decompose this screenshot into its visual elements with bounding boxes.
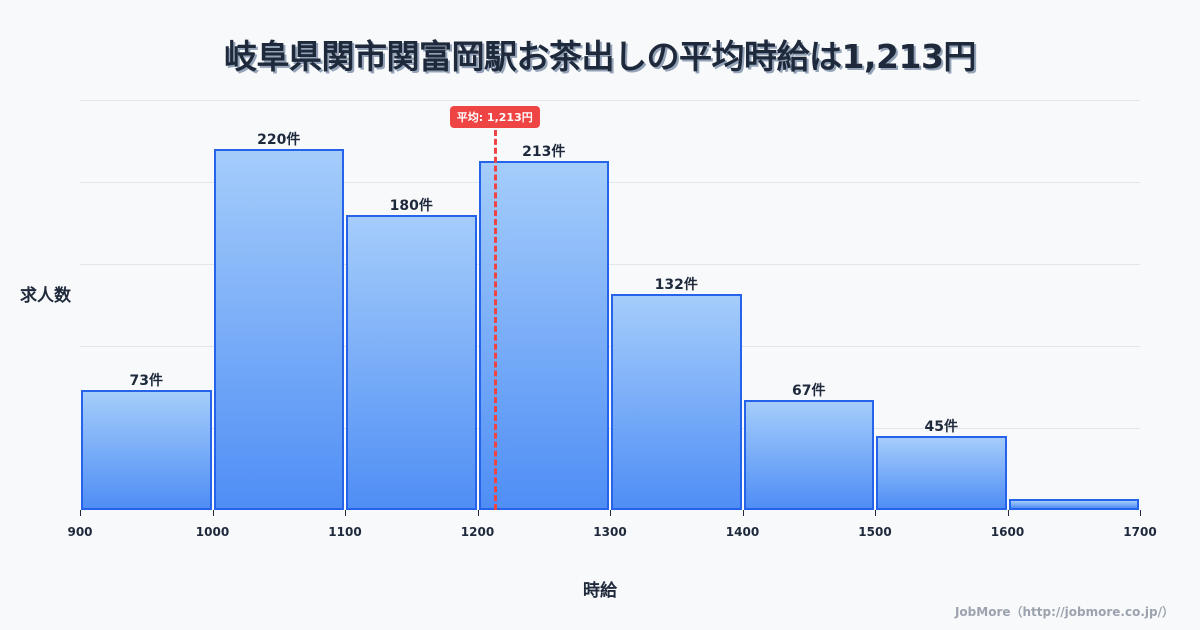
x-axis-tick	[345, 510, 346, 516]
histogram-bar	[876, 436, 1007, 510]
x-axis-tick	[477, 510, 479, 516]
histogram-bar	[611, 293, 742, 510]
x-axis-tick-label: 1600	[990, 525, 1025, 539]
histogram-bar	[478, 160, 609, 510]
y-axis-label: 求人数	[20, 286, 71, 306]
gridline	[80, 346, 1140, 347]
x-axis-tick-label: 1100	[328, 525, 362, 539]
x-axis-tick-label: 1000	[195, 525, 230, 539]
bar-value-label: 45件	[924, 419, 958, 436]
plot-area: 73件 220件 180件 213件 132件 67件 45件 900 1000 1100 1200…	[67, 100, 1157, 539]
gridline	[80, 182, 1140, 183]
x-axis-tick-label: 900	[67, 525, 93, 539]
x-axis-tick-label: 1300	[593, 525, 627, 539]
x-axis-tick	[1007, 510, 1009, 516]
x-axis-tick	[1140, 510, 1141, 516]
chart-title: 岐阜県関市関富岡駅お茶出しの平均時給は1,213円	[224, 37, 976, 76]
x-axis-tick	[742, 510, 744, 516]
x-axis-tick	[212, 510, 214, 516]
gridline	[80, 264, 1140, 265]
bar-value-label: 73件	[129, 373, 163, 390]
x-axis-tick	[875, 510, 876, 516]
x-axis-label: 時給	[583, 581, 617, 601]
bar-value-label: 180件	[389, 197, 433, 214]
histogram-bar	[81, 390, 212, 510]
x-axis-tick-label: 1500	[858, 525, 892, 539]
bar-value-label: 67件	[792, 383, 826, 400]
histogram-bar	[1008, 498, 1139, 510]
bar-value-label: 213件	[522, 143, 566, 160]
source-credit: JobMore（http://jobmore.co.jp/）	[954, 605, 1174, 619]
bar-value-label: 132件	[654, 276, 698, 293]
x-axis-tick-label: 1200	[460, 525, 495, 539]
bar-value-label: 220件	[257, 132, 301, 149]
x-axis-tick-label: 1400	[725, 525, 760, 539]
histogram-bar	[213, 149, 344, 510]
average-line	[493, 130, 497, 510]
histogram-bar	[346, 214, 477, 510]
gridline	[80, 100, 1140, 101]
gridline	[80, 428, 1140, 429]
x-axis-tick	[80, 510, 81, 516]
average-badge: 平均: 1,213円	[449, 106, 540, 128]
x-axis-tick	[610, 510, 611, 516]
x-axis-tick-label: 1700	[1123, 525, 1157, 539]
histogram-bar	[743, 400, 874, 510]
